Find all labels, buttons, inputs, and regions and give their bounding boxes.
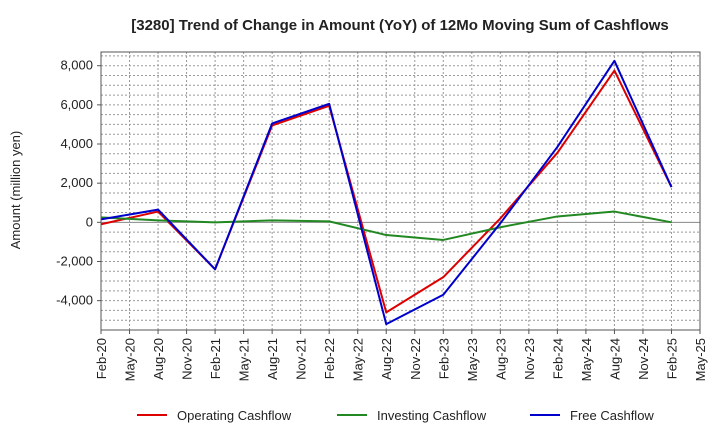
x-tick-label: Feb-21 — [208, 338, 223, 379]
x-tick-label: May-25 — [693, 338, 708, 381]
y-tick-label: 4,000 — [60, 136, 93, 151]
y-tick-label: 2,000 — [60, 175, 93, 190]
x-tick-labels: Feb-20 May-20 Aug-20 Nov-20 Feb-21 May-21 Aug-… — [94, 330, 708, 381]
x-tick-label: May-23 — [465, 338, 480, 381]
series-lines — [100, 59, 673, 326]
series-line-investing-cashflow — [100, 210, 672, 241]
x-tick-label: Nov-20 — [180, 338, 195, 380]
x-tick-label: Aug-24 — [607, 338, 622, 380]
x-tick-label: May-22 — [351, 338, 366, 381]
gridlines — [100, 52, 701, 331]
x-tick-label: Feb-22 — [322, 338, 337, 379]
y-tick-label: 0 — [86, 214, 93, 229]
x-tick-label: May-20 — [123, 338, 138, 381]
chart-title: [3280] Trend of Change in Amount (YoY) o… — [131, 17, 669, 34]
x-tick-label: Feb-20 — [94, 338, 109, 379]
x-tick-label: Aug-21 — [265, 338, 280, 380]
x-tick-label: Feb-23 — [436, 338, 451, 379]
x-tick-label: May-21 — [237, 338, 252, 381]
y-tick-label: -2,000 — [56, 253, 93, 268]
legend: Operating Cashflow Investing Cashflow Free… — [137, 408, 654, 423]
legend-label: Investing Cashflow — [377, 408, 487, 423]
x-tick-label: May-24 — [579, 338, 594, 381]
x-tick-label: Feb-24 — [550, 338, 565, 379]
x-tick-label: Aug-23 — [493, 338, 508, 380]
y-axis-label: Amount (million yen) — [8, 131, 23, 250]
legend-label: Free Cashflow — [570, 408, 654, 423]
x-tick-label: Aug-22 — [379, 338, 394, 380]
x-tick-label: Nov-24 — [636, 338, 651, 380]
plot-area-frame — [100, 51, 701, 331]
x-tick-label: Nov-22 — [408, 338, 423, 380]
y-tick-labels: -4,000 -2,000 0 2,000 4,000 6,000 8,000 — [56, 58, 101, 308]
x-tick-label: Feb-25 — [664, 338, 679, 379]
y-tick-label: 6,000 — [60, 97, 93, 112]
x-tick-label: Aug-20 — [151, 338, 166, 380]
x-tick-label: Nov-21 — [294, 338, 309, 380]
x-tick-label: Nov-23 — [522, 338, 537, 380]
legend-label: Operating Cashflow — [177, 408, 292, 423]
y-tick-label: 8,000 — [60, 58, 93, 73]
y-tick-label: -4,000 — [56, 293, 93, 308]
series-line-free-cashflow — [100, 59, 673, 326]
